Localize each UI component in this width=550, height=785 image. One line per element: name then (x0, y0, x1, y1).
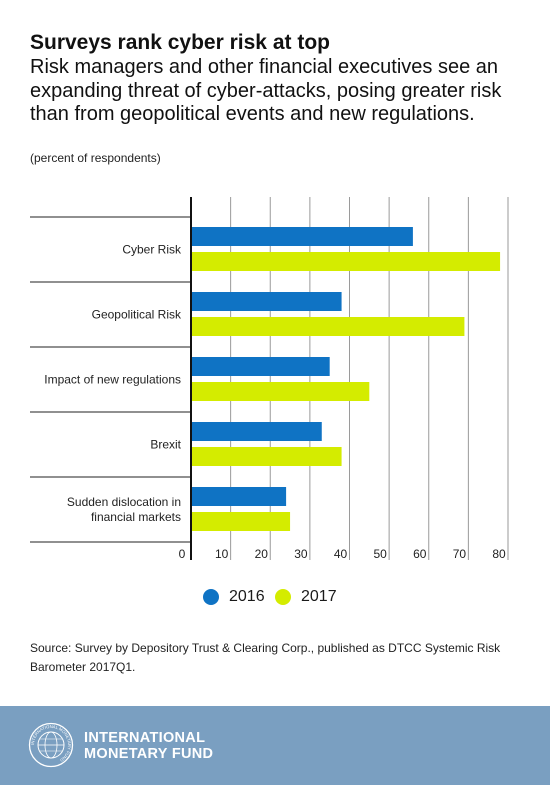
footer-band: INTERNATIONAL MONETARY FUND INTERNATIONA… (0, 706, 550, 785)
imf-seal-icon: INTERNATIONAL MONETARY FUND (28, 722, 74, 768)
bar-2016 (191, 487, 287, 506)
chart-title: Surveys rank cyber risk at top (30, 31, 330, 54)
logo-line-1: INTERNATIONAL (84, 730, 206, 746)
category-label: financial markets (91, 510, 181, 524)
bar-2016 (191, 357, 330, 376)
legend-label-2016: 2016 (229, 588, 265, 605)
bars (191, 227, 501, 531)
legend: 2016 2017 (0, 586, 550, 608)
x-tick-label: 10 (215, 547, 229, 561)
category-separators (30, 216, 191, 543)
legend-swatch-2016 (203, 589, 219, 605)
category-label: Impact of new regulations (44, 373, 181, 387)
bar-2017 (191, 447, 342, 466)
bar-2016 (191, 292, 342, 311)
bar-2017 (191, 512, 291, 531)
unit-note: (percent of respondents) (30, 151, 161, 165)
x-tick-label: 80 (492, 547, 506, 561)
category-label: Sudden dislocation in (67, 495, 181, 509)
chart-subtitle: Risk managers and other financial execut… (30, 56, 502, 125)
x-tick-label: 60 (413, 547, 427, 561)
x-tick-label: 40 (334, 547, 348, 561)
imf-logo-text: INTERNATIONAL MONETARY FUND (84, 730, 213, 762)
x-tick-label: 0 (179, 547, 186, 561)
legend-swatch-2017 (275, 589, 291, 605)
category-label: Brexit (150, 438, 181, 452)
tick-labels: 0 10 20 30 40 50 60 70 80 (179, 547, 506, 561)
logo-line-2: MONETARY FUND (84, 746, 214, 762)
bar-2017 (191, 317, 465, 336)
bar-2016 (191, 227, 413, 246)
category-label: Cyber Risk (122, 243, 182, 257)
bar-chart: Cyber Risk Geopolitical Risk Impact of new… (30, 197, 509, 561)
x-tick-label: 50 (373, 547, 387, 561)
x-tick-label: 20 (255, 547, 269, 561)
x-tick-label: 30 (294, 547, 308, 561)
bar-2017 (191, 382, 370, 401)
bar-2017 (191, 252, 501, 271)
bar-2016 (191, 422, 322, 441)
x-tick-label: 70 (453, 547, 467, 561)
category-label: Geopolitical Risk (92, 308, 182, 322)
category-labels: Cyber Risk Geopolitical Risk Impact of new… (44, 243, 182, 525)
source-note: Source: Survey by Depository Trust & Cle… (30, 641, 501, 674)
legend-label-2017: 2017 (301, 588, 337, 605)
